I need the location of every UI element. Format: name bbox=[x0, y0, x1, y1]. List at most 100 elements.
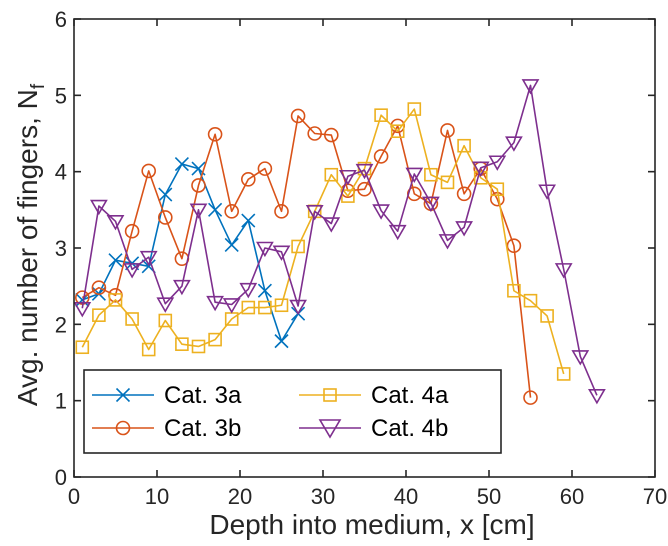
x-tick-label: 20 bbox=[228, 484, 252, 509]
data-point bbox=[373, 149, 389, 164]
data-point bbox=[457, 138, 471, 153]
data-point bbox=[507, 283, 521, 298]
legend-marker bbox=[318, 419, 342, 439]
data-point bbox=[208, 332, 222, 347]
legend-item: Cat. 3b bbox=[92, 415, 241, 442]
series-0 bbox=[75, 156, 306, 349]
y-tick-label: 6 bbox=[55, 7, 67, 32]
legend-item: Cat. 3a bbox=[92, 382, 242, 409]
data-point bbox=[538, 184, 556, 200]
data-point bbox=[108, 253, 123, 268]
data-point bbox=[424, 167, 438, 182]
data-point bbox=[355, 163, 374, 180]
data-point bbox=[173, 279, 191, 296]
data-point bbox=[106, 214, 125, 231]
x-tick-label: 70 bbox=[643, 484, 667, 509]
data-point bbox=[139, 250, 158, 267]
data-point bbox=[471, 161, 490, 177]
data-point bbox=[241, 213, 256, 228]
data-point bbox=[289, 299, 307, 316]
data-point bbox=[438, 234, 457, 250]
data-point bbox=[241, 172, 256, 187]
data-point bbox=[257, 161, 273, 176]
y-tick-label: 1 bbox=[55, 389, 67, 414]
data-point bbox=[274, 334, 289, 349]
data-point bbox=[407, 102, 422, 116]
data-point bbox=[123, 263, 141, 279]
legend-marker bbox=[115, 387, 131, 403]
data-point bbox=[307, 126, 323, 141]
data-point bbox=[224, 237, 239, 253]
legend: Cat. 3a Cat. 4a Cat. 3b Cat. 4b bbox=[83, 369, 502, 454]
legend-label: Cat. 4b bbox=[371, 415, 448, 442]
data-point bbox=[440, 123, 455, 138]
data-point bbox=[523, 390, 538, 405]
data-point bbox=[207, 126, 223, 142]
legend-marker bbox=[115, 420, 131, 436]
x-tick-label: 60 bbox=[560, 484, 584, 509]
axes: 0 10 20 30 40 50 60 70 0 1 2 3 4 5 6 bbox=[55, 7, 667, 509]
data-point bbox=[189, 203, 208, 219]
data-point bbox=[241, 300, 256, 315]
data-point bbox=[324, 167, 339, 182]
data-point bbox=[473, 170, 488, 185]
data-point bbox=[141, 163, 156, 179]
data-point bbox=[440, 175, 455, 190]
data-point bbox=[588, 389, 606, 405]
data-point bbox=[290, 108, 306, 124]
data-point bbox=[158, 210, 173, 225]
legend-label: Cat. 4a bbox=[371, 382, 449, 409]
data-point bbox=[372, 204, 390, 220]
legend-label: Cat. 3a bbox=[164, 382, 242, 409]
y-axis-label-main: Avg. number of fingers, N bbox=[12, 89, 43, 406]
data-point bbox=[258, 300, 272, 315]
data-point bbox=[73, 302, 92, 318]
data-point bbox=[124, 223, 140, 239]
y-tick-label: 5 bbox=[55, 83, 67, 108]
data-point bbox=[91, 280, 107, 295]
data-point bbox=[456, 186, 472, 202]
data-point bbox=[158, 187, 173, 202]
data-point bbox=[341, 189, 355, 203]
data-point bbox=[75, 340, 90, 355]
series-3 bbox=[73, 79, 606, 405]
data-point bbox=[222, 298, 241, 314]
data-point bbox=[305, 205, 324, 221]
data-point bbox=[455, 221, 473, 237]
series-line bbox=[81, 84, 598, 396]
data-point bbox=[191, 178, 206, 193]
data-point bbox=[158, 313, 173, 328]
data-point bbox=[92, 308, 106, 322]
data-point bbox=[191, 339, 206, 354]
data-point bbox=[405, 167, 424, 184]
data-point bbox=[174, 156, 189, 172]
data-point bbox=[257, 283, 272, 298]
y-axis-label: Avg. number of fingers, Nf bbox=[12, 83, 49, 406]
data-point bbox=[90, 199, 108, 216]
series-2 bbox=[75, 102, 571, 381]
series-line bbox=[82, 163, 299, 342]
y-tick-label: 0 bbox=[55, 465, 67, 490]
data-point bbox=[521, 79, 540, 95]
data-point bbox=[156, 297, 175, 313]
x-tick-label: 30 bbox=[311, 484, 335, 509]
data-point bbox=[523, 293, 538, 308]
y-tick-label: 4 bbox=[55, 160, 67, 185]
x-tick-label: 50 bbox=[477, 484, 501, 509]
legend-box bbox=[83, 369, 502, 454]
series-line bbox=[81, 108, 565, 375]
data-point bbox=[390, 124, 405, 139]
data-point bbox=[274, 204, 289, 219]
data-point bbox=[490, 182, 505, 197]
data-point bbox=[339, 169, 357, 186]
y-tick-label: 2 bbox=[55, 312, 67, 337]
legend-label: Cat. 3b bbox=[164, 415, 241, 442]
legend-item: Cat. 4a bbox=[299, 382, 449, 409]
x-tick-label: 10 bbox=[145, 484, 169, 509]
data-point bbox=[556, 367, 571, 381]
y-tick-label: 3 bbox=[55, 236, 67, 261]
x-tick-label: 0 bbox=[68, 484, 80, 509]
x-axis-label: Depth into medium, x [cm] bbox=[209, 509, 534, 540]
data-point bbox=[571, 350, 590, 366]
